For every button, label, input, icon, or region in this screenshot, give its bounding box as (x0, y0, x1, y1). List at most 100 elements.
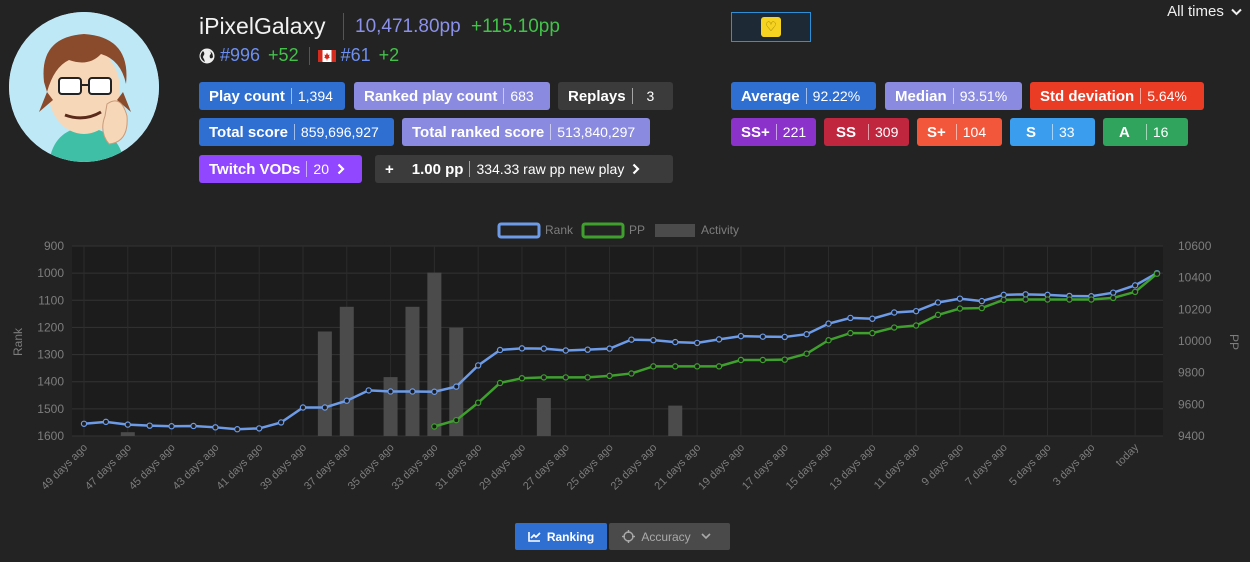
pp-point (847, 329, 854, 337)
rank-point (628, 336, 635, 343)
rank-line: #996 +52 #61 +2 (199, 45, 399, 66)
rank-point (146, 422, 153, 429)
x-tick-label: 15 days ago (784, 442, 835, 493)
pp-point (715, 363, 723, 370)
x-tick-label: 29 days ago (477, 442, 528, 493)
x-tick-label: 11 days ago (872, 442, 922, 492)
x-tick-label: 17 days ago (740, 442, 791, 493)
grade-count: 33 (1052, 124, 1075, 140)
y-right-tick-label: 10000 (1178, 334, 1212, 348)
grade-s-tag: S 33 (1010, 118, 1095, 146)
rank-point (759, 333, 767, 340)
rank-point (825, 320, 832, 327)
ranked-play-count-tag: Ranked play count 683 (354, 82, 550, 110)
rank-point (190, 422, 197, 430)
legend-rank-label: Rank (545, 223, 574, 237)
grade-count: 309 (868, 124, 898, 140)
ranking-chart[interactable]: 900 1000 1100 1200 1300 1400 1500 1600 10600 1040… (0, 215, 1250, 515)
x-tick-label: 37 days ago (302, 442, 353, 493)
y-left-axis-title: Rank (11, 327, 25, 356)
pp-point (1088, 296, 1095, 303)
total-ranked-score-tag: Total ranked score 513,840,297 (402, 118, 650, 146)
global-rank[interactable]: #996 (220, 45, 261, 65)
rank-point (934, 299, 942, 306)
rank-point (474, 362, 482, 369)
pp-calculator-button[interactable]: + 1.00 pp 334.33 raw pp new play (375, 155, 673, 183)
grade-ss-tag: SS 309 (824, 118, 909, 146)
total-score-label: Total score (209, 123, 288, 141)
pp-point (1131, 288, 1139, 296)
average-label: Average (741, 87, 800, 105)
pp-point (759, 356, 767, 364)
rank-point (80, 420, 88, 427)
rank-point (978, 297, 986, 305)
play-count-label: Play count (209, 87, 285, 105)
twitch-vods-value: 20 (306, 161, 329, 177)
total-ranked-score-value: 513,840,297 (550, 124, 635, 140)
tab-ranking[interactable]: Ranking (515, 523, 607, 550)
profile-badge[interactable]: ♡ (731, 12, 811, 42)
grade-label: S (1026, 123, 1037, 141)
pp-calc-plus: + (385, 160, 394, 178)
pp-point (628, 370, 635, 377)
pp-point (978, 304, 986, 312)
legend-rank-swatch (497, 222, 541, 239)
avatar[interactable] (9, 12, 159, 162)
rank-point (168, 423, 175, 430)
median-tag: Median 93.51% (885, 82, 1022, 110)
x-tick-label: 27 days ago (521, 442, 572, 493)
rank-point (737, 332, 745, 340)
tab-ranking-label: Ranking (546, 529, 595, 544)
tab-accuracy[interactable]: Accuracy (609, 523, 730, 550)
pp-point (606, 372, 613, 380)
x-tick-label: 49 days ago (39, 442, 90, 493)
rank-point (496, 346, 504, 354)
twitch-vods-button[interactable]: Twitch VODs 20 (199, 155, 362, 183)
y-right-tick-label: 10600 (1178, 239, 1212, 253)
y-left-tick-label: 1200 (37, 320, 64, 334)
pp-point (737, 356, 745, 364)
y-right-tick-label: 9600 (1178, 397, 1205, 411)
activity-bar (317, 331, 332, 436)
pp-point (453, 416, 460, 424)
plot-area (72, 246, 1163, 436)
rank-point (715, 336, 723, 343)
pp-point (1153, 270, 1161, 277)
grade-label: SS (836, 123, 857, 141)
rank-point (891, 309, 898, 316)
chart-tabs: Ranking Accuracy (515, 523, 730, 550)
y-right-tick-label: 10200 (1178, 302, 1212, 316)
rank-point (102, 418, 110, 426)
pp-point (803, 350, 810, 357)
pp-point (518, 375, 526, 382)
median-value: 93.51% (952, 88, 1007, 104)
legend-activity-label: Activity (701, 223, 739, 237)
grade-count: 221 (775, 124, 806, 140)
y-left-tick-label: 1300 (37, 348, 64, 362)
pp-point (825, 337, 832, 344)
pp-point (540, 374, 548, 381)
pp-point (1044, 296, 1051, 303)
pp-total: 10,471.80pp (355, 16, 461, 37)
pp-point (956, 305, 964, 312)
activity-bar (383, 377, 398, 436)
rank-point (693, 339, 701, 347)
grade-a-tag: A 16 (1103, 118, 1188, 146)
legend-pp-label: PP (629, 223, 645, 237)
line-chart-icon (528, 532, 541, 542)
rank-point (584, 346, 591, 353)
x-tick-label: 19 days ago (696, 442, 747, 493)
grade-label: SS+ (741, 123, 770, 141)
rank-point (650, 336, 657, 344)
play-count-tag: Play count 1,394 (199, 82, 345, 110)
country-rank[interactable]: #61 (340, 45, 371, 65)
std-deviation-tag: Std deviation 5.64% (1030, 82, 1204, 110)
time-filter-dropdown[interactable]: All times (1167, 3, 1242, 20)
avatar-image (9, 12, 159, 162)
heart-icon: ♡ (761, 17, 781, 37)
x-tick-label: 25 days ago (565, 442, 616, 493)
pp-calc-value: 1.00 pp (411, 160, 464, 178)
rank-point (562, 347, 569, 354)
median-label: Median (895, 87, 947, 105)
x-tick-label: 31 days ago (433, 442, 484, 493)
